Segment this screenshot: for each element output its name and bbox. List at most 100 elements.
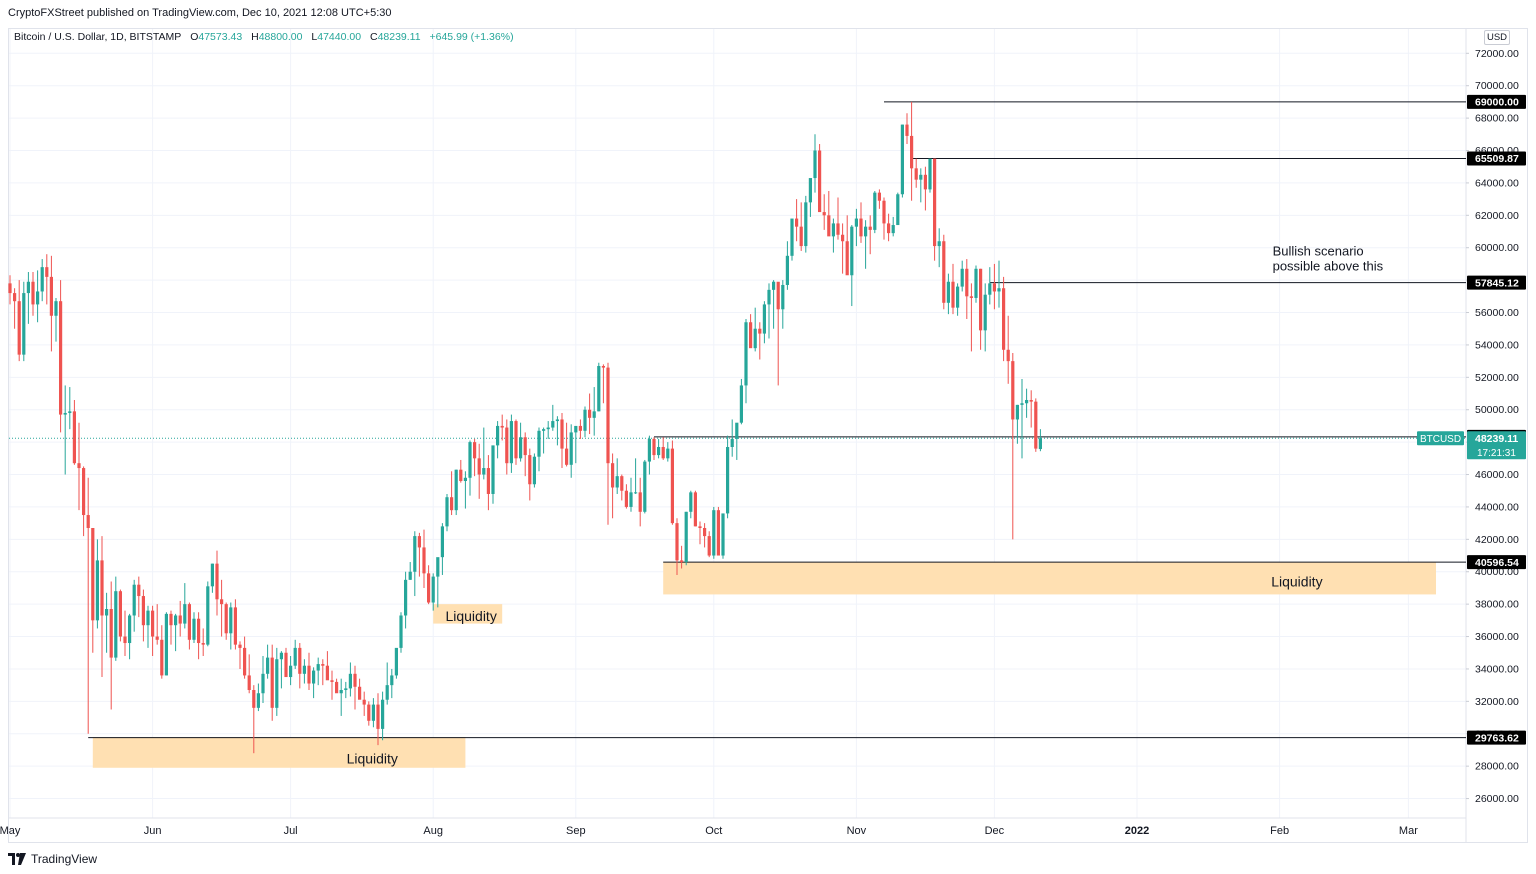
candle-body[interactable]	[128, 615, 132, 644]
candle-body[interactable]	[509, 421, 513, 464]
candle-body[interactable]	[417, 536, 421, 548]
candle-body[interactable]	[206, 586, 210, 645]
candle-body[interactable]	[77, 463, 81, 469]
candle-body[interactable]	[160, 639, 164, 676]
candle-body[interactable]	[693, 492, 697, 527]
candle-body[interactable]	[413, 536, 417, 572]
candle-body[interactable]	[661, 446, 665, 459]
candle-body[interactable]	[1002, 288, 1006, 350]
candle-body[interactable]	[523, 437, 527, 456]
candle-body[interactable]	[716, 510, 720, 556]
candle-body[interactable]	[689, 492, 693, 512]
candle-body[interactable]	[666, 448, 670, 459]
candle-body[interactable]	[289, 665, 293, 678]
candle-body[interactable]	[887, 223, 891, 234]
candle-body[interactable]	[408, 571, 412, 580]
candle-body[interactable]	[923, 174, 927, 190]
candle-body[interactable]	[767, 289, 771, 305]
candle-body[interactable]	[362, 699, 366, 705]
candle-body[interactable]	[500, 425, 504, 428]
candle-body[interactable]	[643, 461, 647, 512]
candle-body[interactable]	[118, 591, 122, 637]
candle-body[interactable]	[873, 192, 877, 230]
candle-body[interactable]	[238, 644, 242, 648]
candle-body[interactable]	[795, 218, 799, 227]
candle-body[interactable]	[86, 515, 90, 528]
candle-body[interactable]	[629, 492, 633, 507]
candle-body[interactable]	[1006, 349, 1010, 362]
candle-body[interactable]	[367, 704, 371, 721]
candle-body[interactable]	[951, 281, 955, 308]
candle-body[interactable]	[854, 218, 858, 227]
candle-body[interactable]	[13, 293, 17, 302]
candle-body[interactable]	[95, 560, 99, 621]
candle-body[interactable]	[808, 178, 812, 203]
candle-body[interactable]	[316, 664, 320, 671]
candle-body[interactable]	[790, 218, 794, 256]
candle-body[interactable]	[72, 411, 76, 464]
candle-body[interactable]	[992, 283, 996, 292]
candle-body[interactable]	[684, 511, 688, 563]
candle-body[interactable]	[675, 523, 679, 561]
candle-body[interactable]	[192, 618, 196, 640]
candle-body[interactable]	[532, 456, 536, 485]
candle-body[interactable]	[385, 685, 389, 700]
candle-body[interactable]	[36, 291, 40, 305]
candle-body[interactable]	[17, 301, 21, 355]
candle-body[interactable]	[266, 657, 270, 674]
candle-body[interactable]	[293, 647, 297, 666]
candle-body[interactable]	[785, 255, 789, 285]
candle-body[interactable]	[910, 135, 914, 169]
candle-body[interactable]	[109, 609, 113, 658]
candle-body[interactable]	[758, 328, 762, 334]
candle-body[interactable]	[537, 430, 541, 457]
candle-body[interactable]	[256, 693, 260, 708]
candle-body[interactable]	[279, 652, 283, 660]
candle-body[interactable]	[813, 150, 817, 179]
candle-body[interactable]	[698, 526, 702, 528]
candle-body[interactable]	[574, 425, 578, 433]
candle-body[interactable]	[721, 513, 725, 556]
candle-body[interactable]	[100, 560, 104, 616]
candle-body[interactable]	[1020, 403, 1024, 405]
candle-body[interactable]	[132, 584, 136, 616]
candle-body[interactable]	[371, 704, 375, 721]
candle-body[interactable]	[486, 468, 490, 494]
candle-body[interactable]	[220, 599, 224, 605]
candle-body[interactable]	[330, 680, 334, 682]
candle-body[interactable]	[937, 241, 941, 247]
candle-body[interactable]	[82, 468, 86, 516]
candle-body[interactable]	[818, 150, 822, 213]
candle-body[interactable]	[850, 226, 854, 276]
candle-body[interactable]	[68, 411, 72, 413]
candle-body[interactable]	[979, 268, 983, 331]
candle-body[interactable]	[611, 463, 615, 488]
candle-body[interactable]	[468, 442, 472, 478]
candle-body[interactable]	[864, 226, 868, 237]
candle-body[interactable]	[960, 268, 964, 287]
candle-body[interactable]	[459, 469, 463, 482]
candle-body[interactable]	[914, 168, 918, 180]
candle-body[interactable]	[983, 294, 987, 331]
candle-body[interactable]	[40, 267, 44, 292]
candle-body[interactable]	[390, 675, 394, 686]
candle-body[interactable]	[974, 268, 978, 298]
candle-body[interactable]	[302, 665, 306, 674]
candle-body[interactable]	[427, 573, 431, 603]
candle-body[interactable]	[928, 158, 932, 190]
candle-body[interactable]	[307, 665, 311, 684]
candle-body[interactable]	[298, 647, 302, 674]
candle-body[interactable]	[164, 613, 168, 676]
candle-body[interactable]	[956, 286, 960, 308]
candle-body[interactable]	[22, 293, 26, 355]
candle-body[interactable]	[620, 476, 624, 491]
candle-body[interactable]	[491, 445, 495, 494]
candle-body[interactable]	[445, 497, 449, 527]
candle-body[interactable]	[652, 438, 656, 456]
candle-body[interactable]	[845, 241, 849, 276]
candle-body[interactable]	[583, 409, 587, 431]
candle-body[interactable]	[569, 432, 573, 465]
candle-body[interactable]	[560, 419, 564, 449]
candle-body[interactable]	[969, 296, 973, 298]
